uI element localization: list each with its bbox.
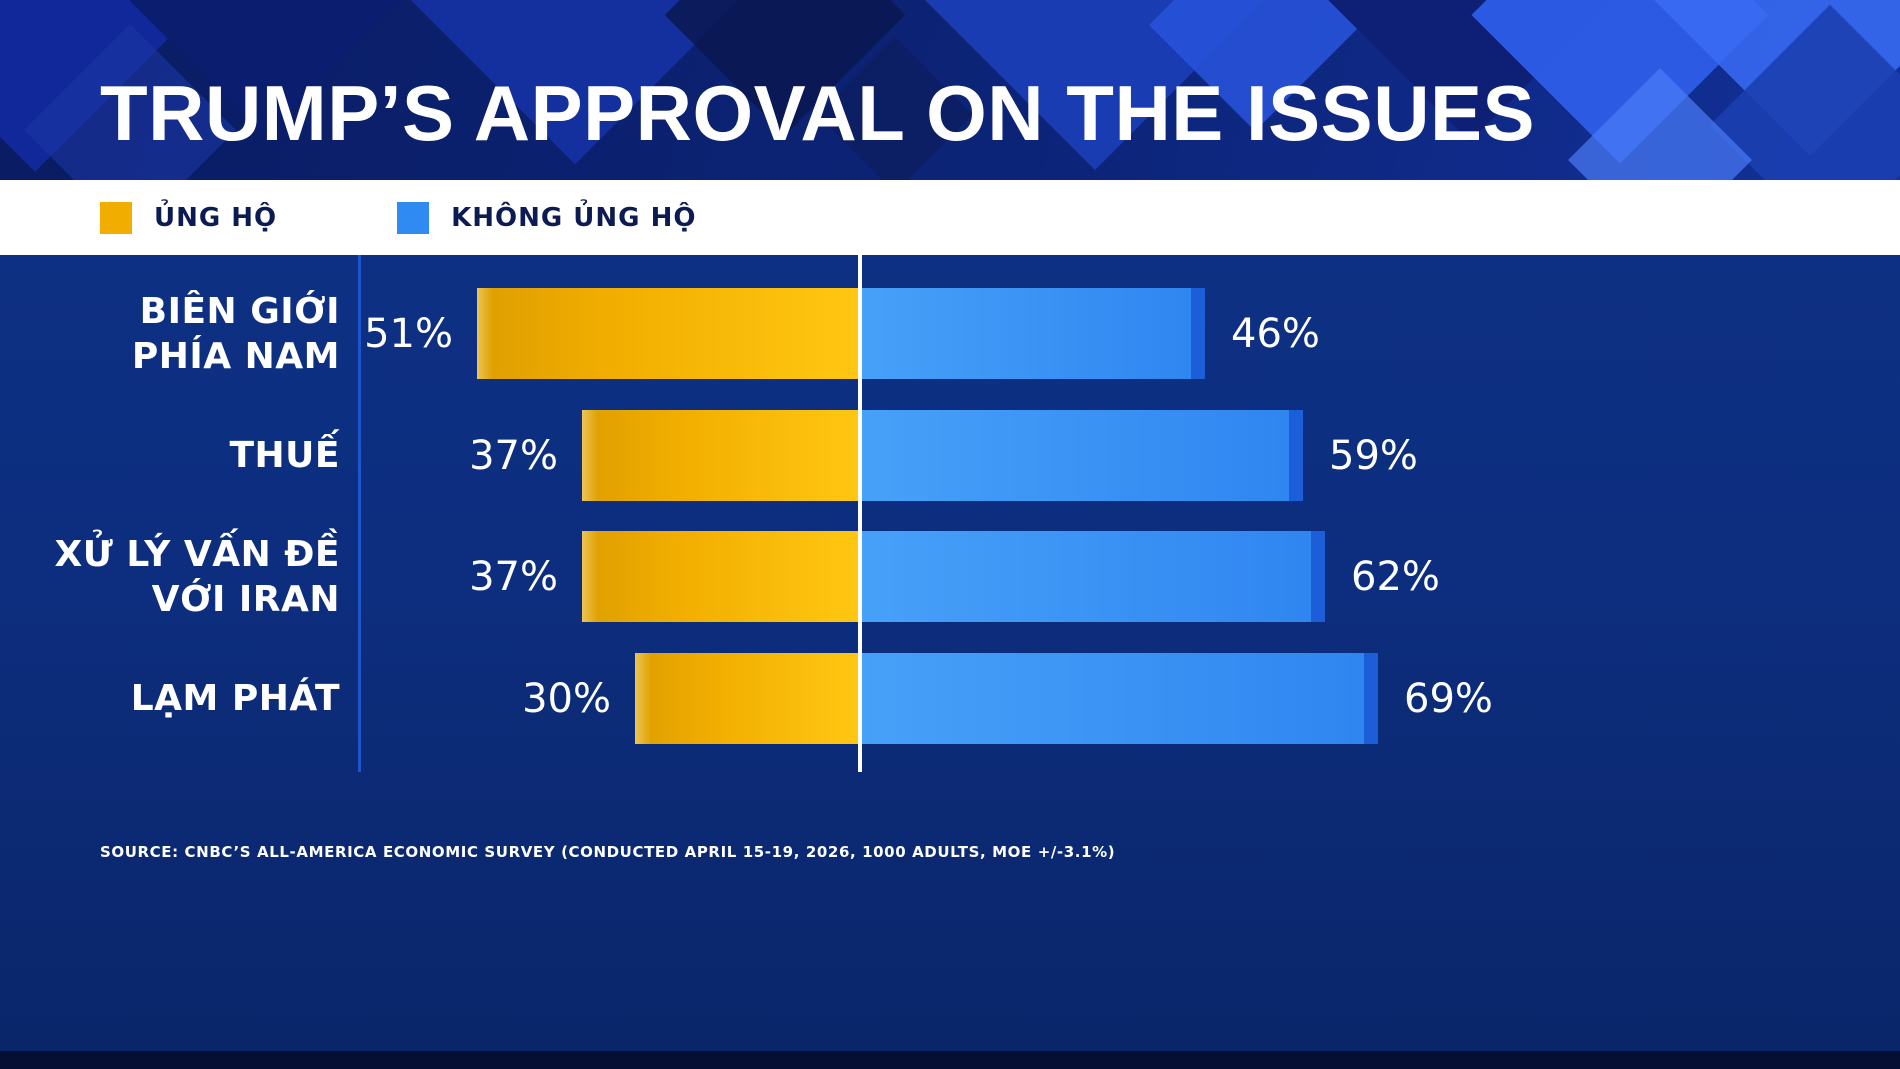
- source-note: SOURCE: CNBC’S ALL-AMERICA ECONOMIC SURV…: [100, 843, 1116, 861]
- value-label-approve: 37%: [469, 432, 558, 479]
- header-band: TRUMP’S APPROVAL ON THE ISSUES: [0, 0, 1900, 180]
- bar-disapprove: [860, 653, 1378, 744]
- value-label-approve: 51%: [364, 310, 453, 357]
- bar-end-cap: [582, 531, 598, 622]
- legend-item-approve: ỦNG HỘ: [100, 201, 278, 234]
- disapprove-swatch-icon: [397, 201, 430, 234]
- bar-end-cap: [1289, 410, 1303, 501]
- bar-approve: [477, 288, 860, 379]
- bar-approve: [582, 531, 860, 622]
- bar-end-cap: [582, 410, 598, 501]
- value-label-approve: 30%: [522, 675, 611, 722]
- bar-disapprove: [860, 410, 1303, 501]
- category-label: LẠM PHÁT: [130, 678, 340, 719]
- legend-label-disapprove: KHÔNG ỦNG HỘ: [451, 202, 697, 233]
- value-label-approve: 37%: [469, 553, 558, 600]
- page-title: TRUMP’S APPROVAL ON THE ISSUES: [100, 69, 1536, 157]
- center-baseline: [858, 255, 862, 772]
- value-label-disapprove: 46%: [1231, 310, 1320, 357]
- bar-end-cap: [1364, 653, 1378, 744]
- bar-approve: [582, 410, 860, 501]
- legend: ỦNG HỘ KHÔNG ỦNG HỘ: [0, 180, 1900, 255]
- value-label-disapprove: 62%: [1351, 553, 1440, 600]
- axis-divider-line: [358, 255, 361, 772]
- approve-swatch-icon: [100, 201, 132, 234]
- bar-approve: [635, 653, 860, 744]
- bar-end-cap: [477, 288, 493, 379]
- legend-label-approve: ỦNG HỘ: [154, 202, 278, 233]
- bar-disapprove: [860, 531, 1325, 622]
- value-label-disapprove: 69%: [1404, 675, 1493, 722]
- category-label: THUẾ: [229, 435, 340, 476]
- bar-end-cap: [1191, 288, 1205, 379]
- bottom-strip: [0, 1051, 1900, 1069]
- bar-end-cap: [1311, 531, 1325, 622]
- category-label: XỬ LÝ VẤN ĐỀ VỚI IRAN: [54, 533, 340, 620]
- bar-disapprove: [860, 288, 1205, 379]
- category-label: BIÊN GIỚI PHÍA NAM: [131, 290, 340, 377]
- bar-end-cap: [635, 653, 651, 744]
- value-label-disapprove: 59%: [1329, 432, 1418, 479]
- legend-item-disapprove: KHÔNG ỦNG HỘ: [397, 201, 697, 234]
